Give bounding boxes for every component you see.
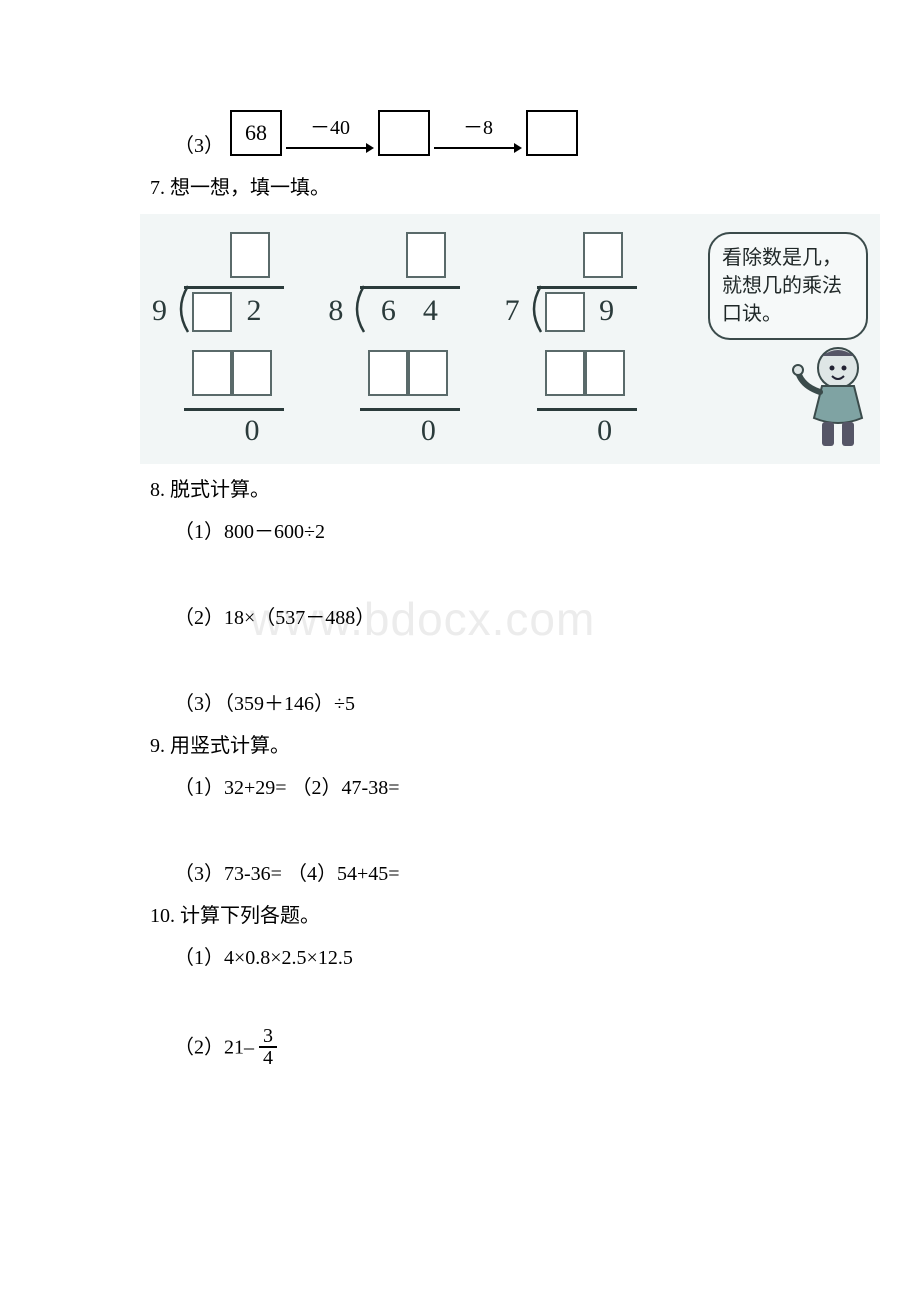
arrow-icon [286,142,374,154]
quotient-box [406,232,446,278]
long-division-2: 8 6 4 0 [328,232,468,452]
division-bar [360,286,460,289]
division-bar [537,286,637,289]
flow-arrow-1: －40 [286,112,374,154]
quotient-box [230,232,270,278]
dividend-ones: 4 [416,294,444,328]
product-tens-box [368,350,408,396]
hint-line3: 口诀。 [722,300,854,328]
q10-title: 10. 计算下列各题。 [150,900,780,932]
q10-item-a: （1）4×0.8×2.5×12.5 [150,942,780,974]
hint-line1: 看除数是几， [722,244,854,272]
q8-item-c: （3）（359＋146）÷5 [150,688,780,720]
q10-b-prefix: （2）21– [174,1037,254,1059]
q7-title: 7. 想一想，填一填。 [150,172,780,204]
product-tens-box [192,350,232,396]
q9-title: 9. 用竖式计算。 [150,730,780,762]
division-bracket-icon [525,286,545,332]
q8-item-b: （2）18×（537－488） [150,602,780,634]
divisor: 8 [328,294,343,328]
q6-sub3-label: （3） [174,130,224,162]
hint-line2: 就想几的乘法 [722,272,854,300]
remainder-zero: 0 [238,414,266,448]
flow-chain: 68 －40 －8 [230,110,578,156]
document-page: （3） 68 －40 －8 7. 想一想，填一填。 9 2 [0,0,920,1140]
quotient-box [583,232,623,278]
q9-row1: （1）32+29= （2）47-38= [150,772,780,804]
remainder-zero: 0 [414,414,442,448]
flow-box-end [526,110,578,156]
remainder-zero: 0 [591,414,619,448]
product-ones-box [585,350,625,396]
q10-item-b: （2）21– 3 4 [150,1028,780,1070]
product-ones-box [232,350,272,396]
division-bracket-icon [348,286,368,332]
fraction-numerator: 3 [259,1026,277,1048]
q6-sub3-row: （3） 68 －40 －8 [150,110,780,162]
dividend-tens: 6 [374,294,402,328]
subtraction-bar [360,408,460,411]
flow-op-1: －40 [310,112,350,144]
cartoon-child-icon [792,342,874,452]
subtraction-bar [537,408,637,411]
arrow-icon [434,142,522,154]
dividend-tens-box [192,292,232,332]
long-division-1: 9 2 0 [152,232,292,452]
dividend-ones: 2 [240,294,268,328]
division-bracket-icon [172,286,192,332]
product-tens-box [545,350,585,396]
long-division-3: 7 9 0 [505,232,645,452]
q8-item-a: （1）800－600÷2 [150,516,780,548]
division-bar [184,286,284,289]
hint-block: 看除数是几， 就想几的乘法 口诀。 [681,232,868,452]
subtraction-bar [184,408,284,411]
fraction-denominator: 4 [259,1048,277,1068]
q9-row2: （3）73-36= （4）54+45= [150,858,780,890]
divisor: 7 [505,294,520,328]
hint-bubble: 看除数是几， 就想几的乘法 口诀。 [708,232,868,340]
flow-op-2: －8 [463,112,493,144]
flow-box-start: 68 [230,110,282,156]
long-division-figure: 9 2 0 8 6 4 0 7 9 [140,214,880,464]
product-ones-box [408,350,448,396]
flow-arrow-2: －8 [434,112,522,154]
fraction: 3 4 [259,1026,277,1068]
dividend-ones: 9 [593,294,621,328]
q8-title: 8. 脱式计算。 [150,474,780,506]
flow-box-mid [378,110,430,156]
divisor: 9 [152,294,167,328]
dividend-tens-box [545,292,585,332]
